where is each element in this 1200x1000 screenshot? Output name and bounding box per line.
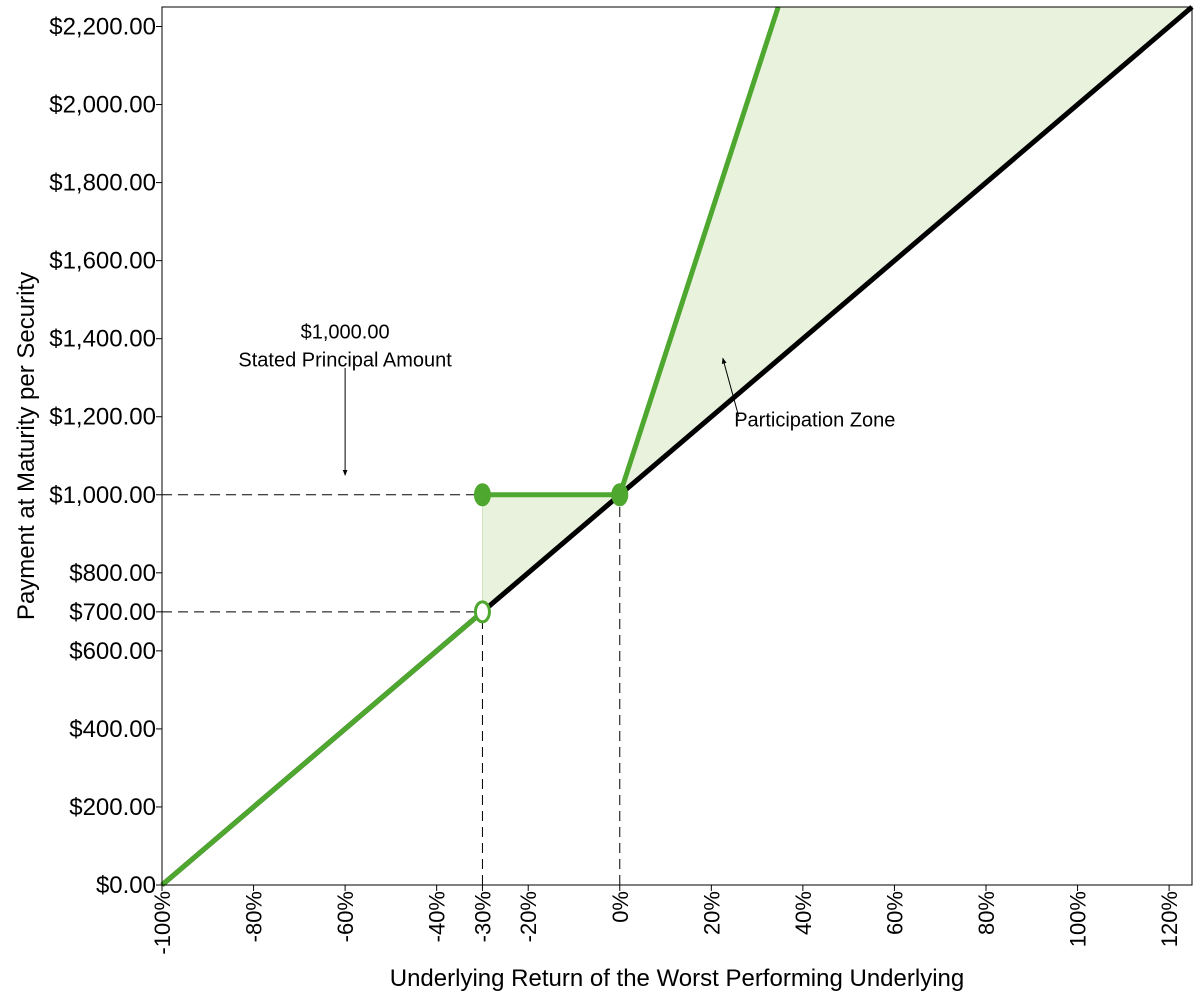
open-payoff-point [473,600,491,624]
principal-annotation-text: Stated Principal Amount [238,350,452,372]
x-tick-label: 80% [974,891,999,935]
y-tick-label: $700.00 [69,599,156,626]
filled-payoff-point [611,483,629,507]
x-tick-label: 100% [1066,891,1091,947]
participation-zone-label: Participation Zone [734,409,895,431]
x-tick-label: -100% [150,891,175,955]
series-markers [473,483,629,624]
y-tick-label: $200.00 [69,794,156,821]
filled-payoff-point [473,483,491,507]
y-tick-label: $2,000.00 [49,92,156,119]
y-axis-title: Payment at Maturity per Security [13,272,40,620]
y-tick-label: $1,400.00 [49,326,156,353]
x-tick-label: -20% [516,891,541,942]
y-tick-label: $1,000.00 [49,482,156,509]
x-tick-label: 20% [699,891,724,935]
x-tick-label: 40% [791,891,816,935]
series-lines [160,5,1194,887]
x-axis: -100% -80% -60% -40% -30% -20% 0% 20% 40% 60% 80% 1… [150,885,1182,955]
x-axis-title: Underlying Return of the Worst Performin… [390,965,964,992]
y-tick-label: $0.00 [96,872,156,899]
y-tick-label: $800.00 [69,560,156,587]
y-axis: $0.00 $200.00 $400.00 $600.00 $700.00 $800.00… [49,14,162,899]
security-payoff-segment [160,609,485,887]
x-tick-label: -30% [470,891,495,942]
principal-annotation-text: $1,000.00 [301,322,390,344]
security-payoff-segment [617,6,781,496]
annotations: $1,000.00 Stated Principal Amount Particip… [238,322,895,476]
x-tick-label: -60% [333,891,358,942]
plot-frame [161,6,1193,886]
x-tick-label: -80% [242,891,267,942]
reference-lines [162,494,621,885]
x-tick-label: 60% [882,891,907,935]
x-tick-label: -40% [425,891,450,942]
y-tick-label: $1,200.00 [49,404,156,431]
y-tick-label: $400.00 [69,716,156,743]
y-tick-label: $2,200.00 [49,14,156,41]
y-tick-label: $1,800.00 [49,170,156,197]
x-tick-label: 0% [608,891,633,923]
y-tick-label: $600.00 [69,638,156,665]
y-tick-label: $1,600.00 [49,248,156,275]
participation-zone-arrow [721,357,740,417]
x-tick-label: 120% [1157,891,1182,947]
